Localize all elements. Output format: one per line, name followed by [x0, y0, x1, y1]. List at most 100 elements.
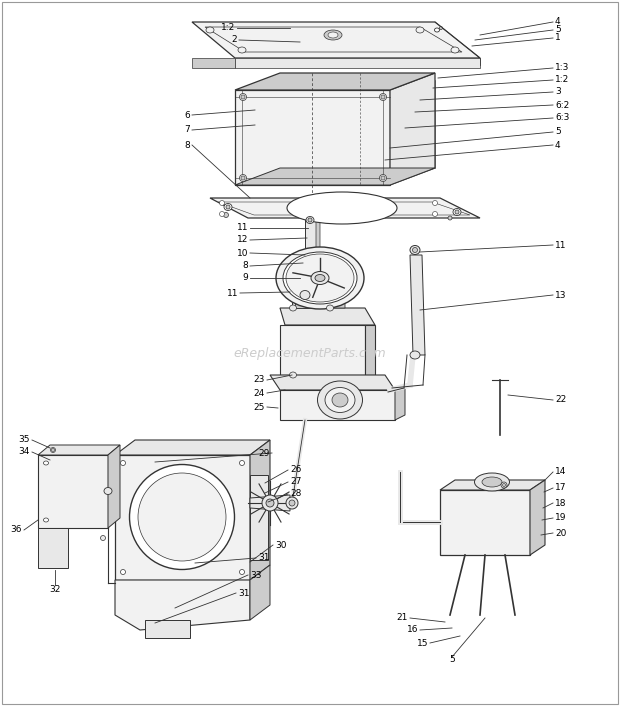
Ellipse shape	[482, 477, 502, 487]
Text: 9: 9	[242, 273, 248, 282]
Polygon shape	[235, 90, 390, 185]
Ellipse shape	[304, 249, 316, 258]
Polygon shape	[192, 58, 235, 68]
Text: 20: 20	[555, 529, 567, 537]
Ellipse shape	[379, 93, 386, 100]
Ellipse shape	[324, 30, 342, 40]
Ellipse shape	[308, 218, 312, 222]
Polygon shape	[395, 385, 405, 420]
Ellipse shape	[440, 27, 443, 30]
Ellipse shape	[283, 252, 357, 304]
Ellipse shape	[266, 499, 274, 507]
Ellipse shape	[410, 246, 420, 254]
Ellipse shape	[219, 212, 224, 217]
Ellipse shape	[43, 518, 48, 522]
Ellipse shape	[474, 473, 510, 491]
Ellipse shape	[453, 208, 461, 215]
Text: 31: 31	[258, 554, 270, 563]
Ellipse shape	[306, 217, 314, 224]
Text: 18: 18	[555, 498, 567, 508]
Polygon shape	[108, 445, 120, 528]
Ellipse shape	[317, 381, 363, 419]
Text: 2: 2	[231, 35, 237, 44]
Ellipse shape	[286, 497, 298, 509]
Text: 11: 11	[555, 241, 567, 249]
Text: 1:2: 1:2	[221, 23, 235, 32]
Ellipse shape	[451, 47, 459, 53]
Polygon shape	[38, 455, 108, 528]
Polygon shape	[115, 455, 250, 580]
Text: 25: 25	[254, 402, 265, 412]
Ellipse shape	[287, 192, 397, 224]
Text: 8: 8	[242, 261, 248, 270]
Text: 15: 15	[417, 638, 428, 647]
Ellipse shape	[226, 205, 230, 209]
Ellipse shape	[327, 305, 334, 311]
Ellipse shape	[50, 448, 56, 453]
Ellipse shape	[290, 372, 296, 378]
Polygon shape	[192, 22, 480, 58]
Ellipse shape	[455, 210, 459, 214]
Text: 1: 1	[555, 33, 560, 42]
Text: 24: 24	[254, 388, 265, 397]
Text: 6:3: 6:3	[555, 114, 569, 123]
Text: 23: 23	[254, 376, 265, 385]
Ellipse shape	[286, 254, 354, 302]
Ellipse shape	[241, 95, 245, 99]
Ellipse shape	[381, 95, 385, 99]
Polygon shape	[250, 565, 270, 620]
Ellipse shape	[332, 393, 348, 407]
Text: 5: 5	[555, 25, 560, 35]
Polygon shape	[280, 390, 395, 420]
Ellipse shape	[300, 290, 310, 299]
Text: 34: 34	[19, 448, 30, 457]
Text: 3: 3	[555, 88, 560, 97]
Text: 32: 32	[50, 585, 61, 594]
Text: 21: 21	[397, 614, 408, 623]
Ellipse shape	[311, 272, 329, 285]
Ellipse shape	[502, 484, 505, 486]
Ellipse shape	[416, 27, 424, 33]
Polygon shape	[250, 475, 268, 560]
Polygon shape	[235, 73, 435, 90]
Text: 1:3: 1:3	[555, 64, 569, 73]
Ellipse shape	[130, 465, 234, 570]
Polygon shape	[210, 198, 480, 218]
Ellipse shape	[100, 535, 105, 541]
Ellipse shape	[241, 176, 245, 180]
Ellipse shape	[290, 305, 296, 311]
Ellipse shape	[325, 388, 355, 412]
Text: 10: 10	[236, 249, 248, 258]
Polygon shape	[305, 218, 316, 253]
Text: 6: 6	[184, 111, 190, 119]
Text: 5: 5	[555, 128, 560, 136]
Polygon shape	[235, 58, 480, 68]
Polygon shape	[292, 280, 332, 308]
Ellipse shape	[138, 473, 226, 561]
Ellipse shape	[239, 93, 247, 100]
Text: 6:2: 6:2	[555, 100, 569, 109]
Ellipse shape	[412, 248, 417, 253]
Polygon shape	[332, 278, 345, 308]
Ellipse shape	[433, 212, 438, 217]
Polygon shape	[440, 480, 545, 490]
Ellipse shape	[43, 461, 48, 465]
Ellipse shape	[379, 174, 386, 181]
Text: 27: 27	[290, 477, 301, 486]
Ellipse shape	[120, 460, 125, 465]
Ellipse shape	[328, 32, 338, 38]
Ellipse shape	[501, 482, 507, 488]
Ellipse shape	[239, 174, 247, 181]
Ellipse shape	[238, 47, 246, 53]
Polygon shape	[295, 295, 315, 308]
Text: 16: 16	[407, 626, 418, 635]
Polygon shape	[145, 620, 190, 638]
Polygon shape	[390, 73, 435, 185]
Ellipse shape	[219, 201, 224, 205]
Text: 1:2: 1:2	[555, 76, 569, 85]
Ellipse shape	[120, 570, 125, 575]
Polygon shape	[235, 168, 435, 185]
Ellipse shape	[435, 28, 440, 32]
Text: 35: 35	[19, 436, 30, 445]
Polygon shape	[303, 253, 318, 280]
